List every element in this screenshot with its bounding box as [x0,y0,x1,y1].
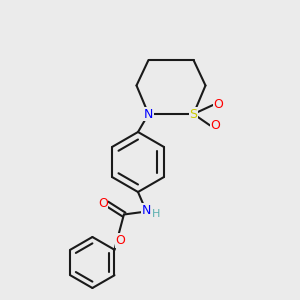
Text: H: H [152,209,160,219]
Text: S: S [190,107,197,121]
Text: O: O [211,119,220,132]
Text: O: O [214,98,223,112]
Text: O: O [98,197,108,210]
Text: N: N [144,107,153,121]
Text: O: O [116,234,125,247]
Text: N: N [142,204,151,217]
